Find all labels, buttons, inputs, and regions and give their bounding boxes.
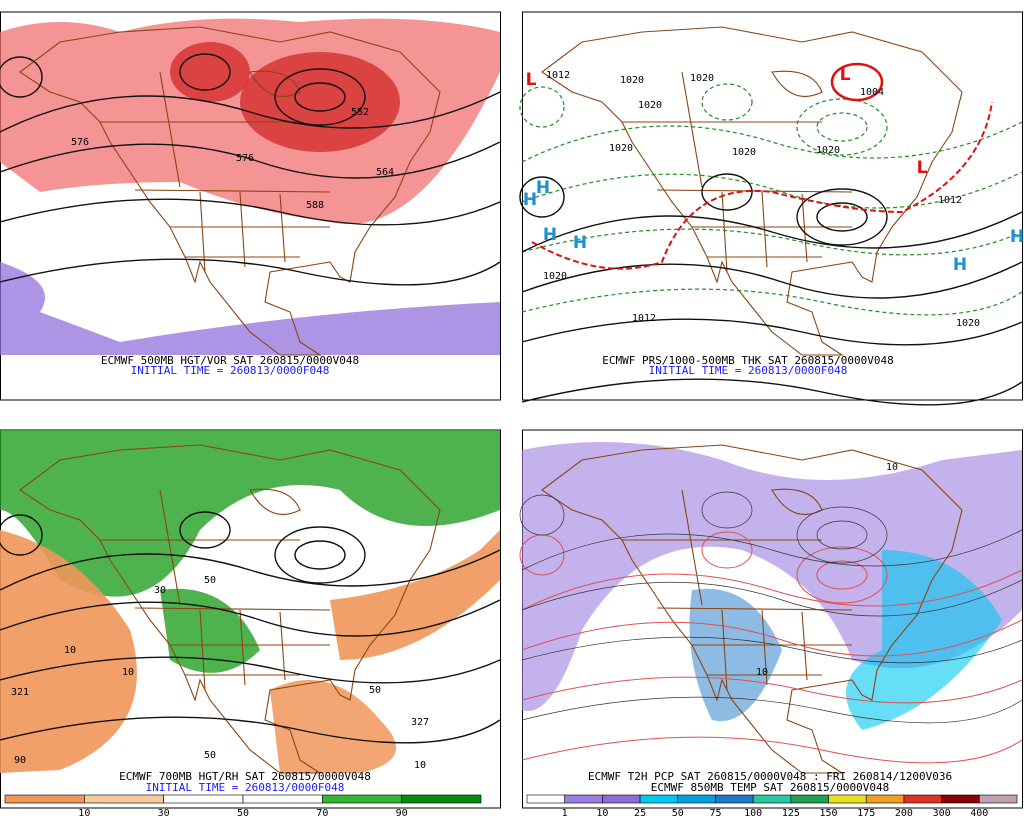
colorbar-segment xyxy=(941,794,980,804)
pressure-center: L xyxy=(526,70,537,90)
contour-label: 10 xyxy=(886,462,898,473)
contour-label: 10 xyxy=(122,667,134,678)
colorbar-segment xyxy=(322,794,402,804)
contour-label: 10 xyxy=(64,645,76,656)
colorbar-label: 70 xyxy=(316,808,328,819)
colorbar-segment xyxy=(163,794,244,804)
pressure-center: H xyxy=(523,190,537,210)
colorbar-segment xyxy=(526,794,565,804)
pressure-center: L xyxy=(917,158,928,178)
colorbar-label: 175 xyxy=(857,808,875,819)
map-700mb xyxy=(0,430,501,774)
contour-label: 576 xyxy=(236,153,254,164)
colorbar-segment xyxy=(4,794,85,804)
colorbar-label: 25 xyxy=(634,808,646,819)
initial-time: INITIAL TIME = 260813/0000F048 xyxy=(131,364,330,377)
colorbar-segment xyxy=(639,794,679,804)
contour-label: 10 xyxy=(756,667,768,678)
contour-label: 1012 xyxy=(546,70,570,81)
colorbar-segment xyxy=(715,794,754,804)
contour-label: 1020 xyxy=(690,73,714,84)
panel-frame xyxy=(0,11,501,401)
contour-label: 50 xyxy=(204,575,216,586)
colorbar-label: 50 xyxy=(237,808,249,819)
contour-label: 50 xyxy=(369,685,381,696)
contour-label: 90 xyxy=(14,755,26,766)
colorbar-segment xyxy=(401,794,482,804)
colorbar-segment xyxy=(84,794,164,804)
colorbar-segment xyxy=(564,794,603,804)
colorbar-segment xyxy=(790,794,829,804)
panel-caption: ECMWF 500MB HGT/VOR SAT 260815/0000V048 xyxy=(101,354,359,367)
contour-label: 30 xyxy=(154,585,166,596)
colorbar-label: 300 xyxy=(933,808,951,819)
contour-label: 588 xyxy=(306,200,324,211)
contour-label: 1020 xyxy=(956,318,980,329)
pressure-center: H xyxy=(573,233,587,253)
colorbar-segment xyxy=(602,794,641,804)
colorbar-segment xyxy=(979,794,1018,804)
colorbar-label: 10 xyxy=(78,808,90,819)
pressure-center: H xyxy=(536,178,550,198)
colorbar-label: 75 xyxy=(709,808,721,819)
contour-label: 1020 xyxy=(609,143,633,154)
contour-label: 1020 xyxy=(638,100,662,111)
contour-label: 1020 xyxy=(816,145,840,156)
colorbar-label: 150 xyxy=(820,808,838,819)
contour-label: 552 xyxy=(351,107,369,118)
contour-label: 1004 xyxy=(860,87,884,98)
panel-caption: ECMWF T2H PCP SAT 260815/0000V048 : FRI … xyxy=(588,770,952,783)
colorbar-label: 125 xyxy=(782,808,800,819)
colorbar-segment xyxy=(752,794,792,804)
colorbar-segment xyxy=(828,794,867,804)
colorbar-segment xyxy=(865,794,905,804)
colorbar-label: 100 xyxy=(744,808,762,819)
pressure-center: H xyxy=(1010,227,1024,247)
map-500mb xyxy=(0,18,501,356)
colorbar-label: 200 xyxy=(895,808,913,819)
contour-label: 327 xyxy=(411,717,429,728)
contour-label: 1020 xyxy=(620,75,644,86)
colorbar-label: 90 xyxy=(396,808,408,819)
contour-label: 50 xyxy=(204,750,216,761)
pressure-center: H xyxy=(543,225,557,245)
panel-caption: ECMWF 700MB HGT/RH SAT 260815/0000V048 xyxy=(119,770,371,783)
colorbar-label: 50 xyxy=(672,808,684,819)
contour-label: 576 xyxy=(71,137,89,148)
map-pressure xyxy=(519,26,1023,406)
initial-time: INITIAL TIME = 260813/0000F048 xyxy=(649,364,848,377)
panel-caption: ECMWF PRS/1000-500MB THK SAT 260815/0000… xyxy=(602,354,893,367)
contour-label: 1020 xyxy=(732,147,756,158)
map-precip xyxy=(519,442,1023,774)
contour-label: 1012 xyxy=(632,313,656,324)
initial-time: ECMWF 850MB TEMP SAT 260815/0000V048 xyxy=(651,781,889,794)
contour-label: 564 xyxy=(376,167,394,178)
pressure-center: L xyxy=(840,65,851,85)
pressure-center: H xyxy=(953,255,967,275)
initial-time: INITIAL TIME = 260813/0000F048 xyxy=(146,781,345,794)
contour-label: 321 xyxy=(11,687,29,698)
colorbar-segment xyxy=(242,794,323,804)
contour-label: 10 xyxy=(414,760,426,771)
contour-label: 1012 xyxy=(938,195,962,206)
colorbar-label: 30 xyxy=(158,808,170,819)
colorbar-label: 1 xyxy=(562,808,568,819)
colorbar-segment xyxy=(677,794,716,804)
contour-label: 1020 xyxy=(543,271,567,282)
colorbar-label: 10 xyxy=(596,808,608,819)
colorbar-segment xyxy=(903,794,942,804)
colorbar-label: 400 xyxy=(970,808,988,819)
